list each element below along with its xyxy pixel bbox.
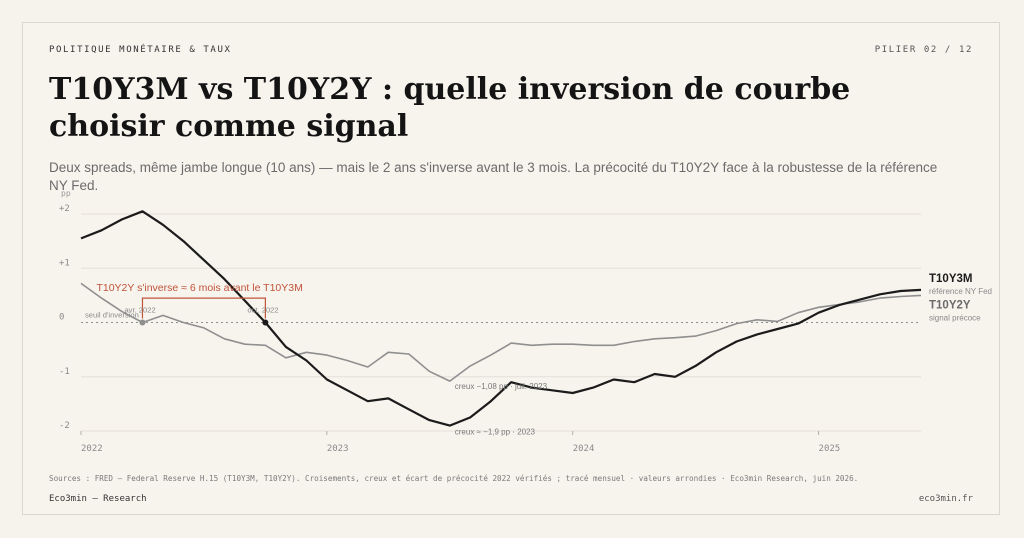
- legend-name-t10y3m: T10Y3M: [929, 273, 972, 285]
- report-card: POLITIQUE MONÉTAIRE & TAUX PILIER 02 / 1…: [22, 22, 1000, 515]
- legend-name-t10y2y: T10Y2Y: [929, 299, 971, 311]
- y-tick-label: -2: [59, 421, 70, 431]
- legend-note-t10y2y: signal précoce: [929, 313, 981, 322]
- sources-note: Sources : FRED — Federal Reserve H.15 (T…: [49, 474, 859, 483]
- y-tick-label: +2: [59, 204, 70, 214]
- page-title: T10Y3M vs T10Y2Y : quelle inversion de c…: [49, 72, 851, 144]
- chart-grid: [81, 213, 921, 432]
- x-tick-label: 2024: [573, 444, 595, 454]
- trough-annotation: creux ≈ −1,9 pp · 2023: [455, 428, 536, 437]
- y-tick-label: -1: [59, 367, 70, 377]
- inversion-gap-bracket: [141, 297, 266, 319]
- section-kicker: POLITIQUE MONÉTAIRE & TAUX: [49, 45, 232, 55]
- y-tick-label: 0: [59, 313, 64, 323]
- threshold-layer: seuil d'inversion: [81, 311, 921, 323]
- series-line-t10y3m: [80, 210, 922, 427]
- t10y3m-crossing-marker: [262, 319, 269, 326]
- bracket-start-label: avr. 2022: [124, 306, 155, 315]
- t10y2y-crossing-marker: [139, 319, 146, 326]
- y-tick-label: +1: [59, 258, 70, 268]
- series-line-t10y2y: [80, 282, 922, 382]
- footer-site-link[interactable]: eco3min.fr: [918, 494, 973, 504]
- x-tick-label: 2025: [819, 444, 841, 454]
- page-indicator: PILIER 02 / 12: [874, 45, 973, 55]
- trough-annotation: creux −1,08 pp · juil. 2023: [455, 382, 548, 391]
- x-tick-label: 2023: [327, 444, 349, 454]
- annotation-layer: T10Y3M référence NY Fed T10Y2Y signal préco…: [96, 273, 992, 437]
- x-tick-label: 2022: [81, 444, 103, 454]
- threshold-label: seuil d'inversion: [85, 311, 139, 320]
- bracket-label: T10Y2Y s'inverse ≈ 6 mois avant le T10Y3…: [96, 282, 302, 294]
- legend-note-t10y3m: référence NY Fed: [929, 287, 992, 296]
- footer-brand: Eco3min — Research: [49, 494, 147, 504]
- bracket-end-label: oct. 2022: [247, 306, 278, 315]
- series-layer: [80, 210, 922, 427]
- page-subtitle: Deux spreads, même jambe longue (10 ans)…: [49, 160, 938, 193]
